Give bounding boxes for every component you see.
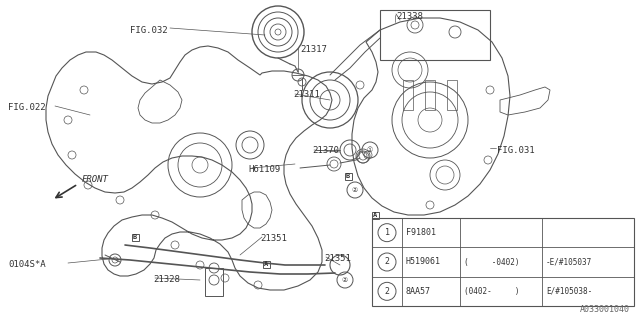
- Text: 21351: 21351: [260, 234, 287, 243]
- Text: 21311: 21311: [293, 90, 320, 99]
- Text: A033001040: A033001040: [580, 305, 630, 314]
- Text: B: B: [133, 234, 137, 240]
- Bar: [372, 218, 634, 306]
- Text: FIG.031: FIG.031: [497, 146, 534, 155]
- Text: 2: 2: [385, 287, 390, 296]
- Text: E/#105038-: E/#105038-: [546, 287, 592, 296]
- Text: 21317: 21317: [300, 45, 327, 54]
- Bar: [345, 173, 352, 180]
- Bar: [263, 261, 270, 268]
- Text: 2: 2: [385, 258, 390, 267]
- Bar: [380, 10, 490, 60]
- Text: A: A: [264, 261, 268, 267]
- Text: B: B: [346, 173, 350, 179]
- Bar: [447, 80, 457, 110]
- Text: ①: ①: [367, 147, 373, 153]
- Text: ②: ②: [352, 187, 358, 193]
- Bar: [132, 234, 139, 241]
- Text: H519061: H519061: [406, 258, 441, 267]
- Text: 0104S*A: 0104S*A: [8, 260, 45, 269]
- Text: FIG.032: FIG.032: [131, 26, 168, 35]
- Text: FRONT: FRONT: [82, 175, 109, 185]
- Text: 21338: 21338: [396, 12, 423, 21]
- Text: (     -0402): ( -0402): [464, 258, 520, 267]
- Text: -E/#105037: -E/#105037: [546, 258, 592, 267]
- Text: FIG.022: FIG.022: [8, 103, 45, 112]
- Text: 8AA57: 8AA57: [406, 287, 431, 296]
- Bar: [205, 268, 223, 296]
- Text: 21351: 21351: [324, 254, 351, 263]
- Bar: [372, 212, 379, 219]
- Bar: [425, 80, 435, 110]
- Text: A: A: [373, 212, 377, 218]
- Text: H61109: H61109: [248, 165, 280, 174]
- Text: 21370: 21370: [312, 146, 339, 155]
- Text: ②: ②: [342, 277, 348, 283]
- Text: (0402-     ): (0402- ): [464, 287, 520, 296]
- Text: 1: 1: [385, 228, 390, 237]
- Bar: [403, 80, 413, 110]
- Text: 21328: 21328: [153, 275, 180, 284]
- Text: F91801: F91801: [406, 228, 436, 237]
